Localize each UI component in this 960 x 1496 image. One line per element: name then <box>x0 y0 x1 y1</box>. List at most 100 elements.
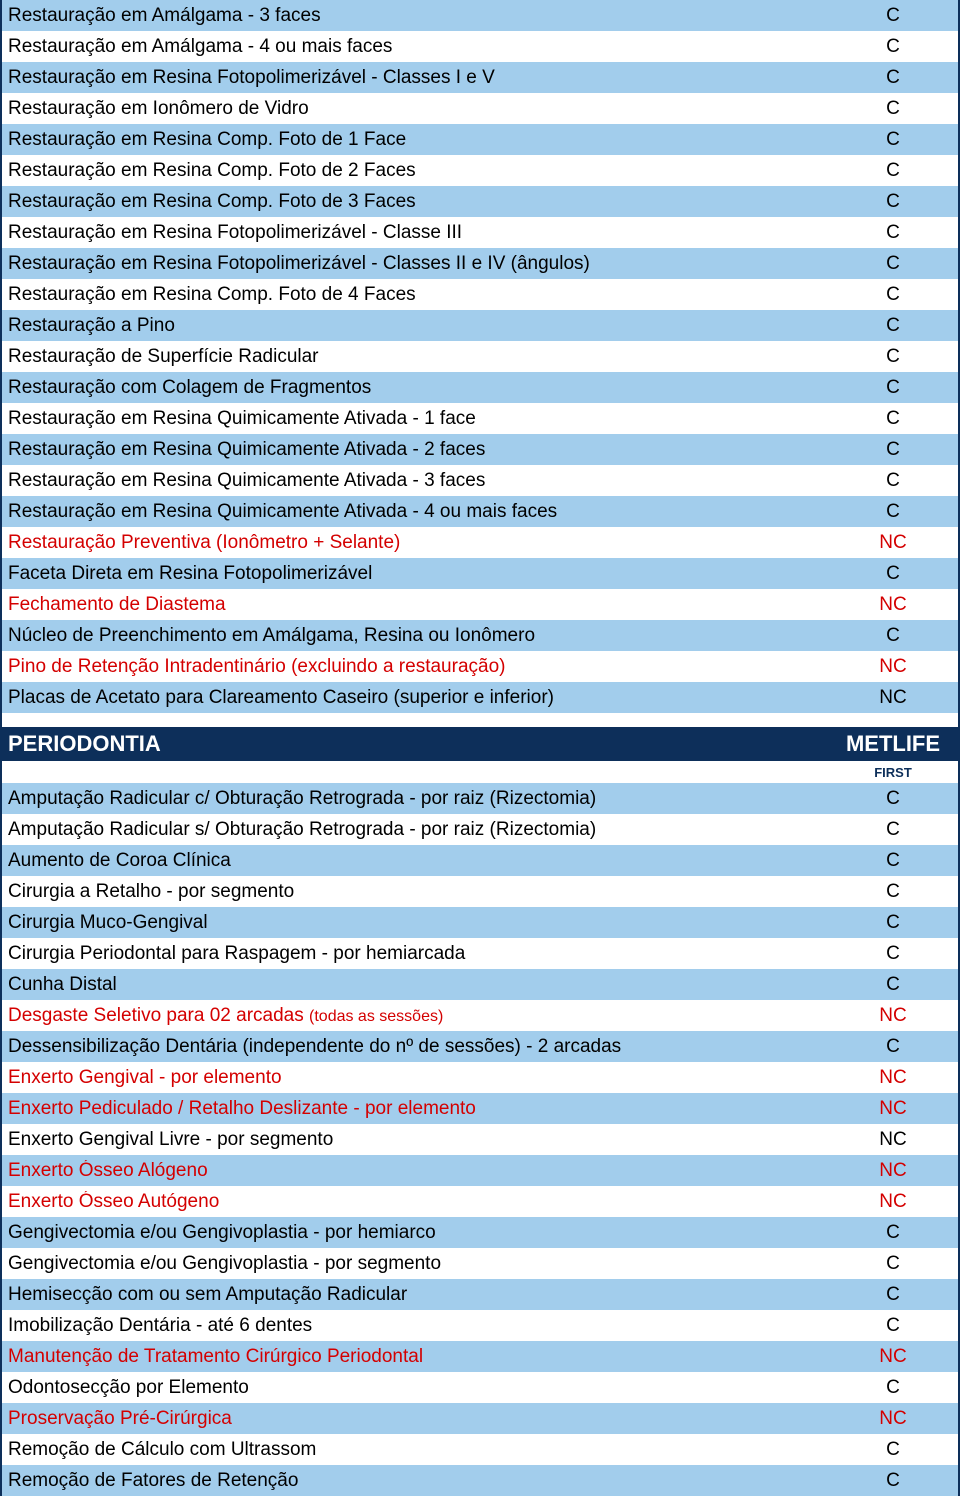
procedure-label: Restauração em Resina Fotopolimerizável … <box>2 67 828 89</box>
table-row: Fechamento de DiastemaNC <box>2 589 958 620</box>
table-row: Amputação Radicular s/ Obturação Retrogr… <box>2 814 958 845</box>
procedure-label: Gengivectomia e/ou Gengivoplastia - por … <box>2 1253 828 1275</box>
table-row: Restauração em Resina Comp. Foto de 3 Fa… <box>2 186 958 217</box>
procedure-label: Gengivectomia e/ou Gengivoplastia - por … <box>2 1222 828 1244</box>
procedure-value: C <box>828 284 958 306</box>
procedure-value: C <box>828 788 958 810</box>
procedure-label: Restauração em Resina Fotopolimerizável … <box>2 253 828 275</box>
procedure-label: Restauração em Resina Quimicamente Ativa… <box>2 501 828 523</box>
procedure-value: C <box>828 67 958 89</box>
table-row: Restauração em Resina Quimicamente Ativa… <box>2 403 958 434</box>
table-row: Proservação Pré-CirúrgicaNC <box>2 1403 958 1434</box>
table-row: Placas de Acetato para Clareamento Casei… <box>2 682 958 713</box>
procedure-value: C <box>828 377 958 399</box>
table-row: Restauração em Resina Comp. Foto de 2 Fa… <box>2 155 958 186</box>
procedure-label: Restauração Preventiva (Ionômetro + Sela… <box>2 532 828 554</box>
procedure-value: C <box>828 315 958 337</box>
procedure-value: NC <box>828 1408 958 1430</box>
procedure-value: C <box>828 1470 958 1492</box>
section-header: PERIODONTIA METLIFE <box>2 727 958 761</box>
table-row: Cunha DistalC <box>2 969 958 1000</box>
table-row: Restauração em Resina Quimicamente Ativa… <box>2 496 958 527</box>
procedure-label: Restauração em Amálgama - 3 faces <box>2 5 828 27</box>
table-row: Restauração em Amálgama - 4 ou mais face… <box>2 31 958 62</box>
procedure-value: C <box>828 819 958 841</box>
table-row: Restauração em Resina Fotopolimerizável … <box>2 217 958 248</box>
procedure-label: Remoção de Fatores de Retenção <box>2 1470 828 1492</box>
procedure-value: C <box>828 5 958 27</box>
procedure-label: Restauração de Superfície Radicular <box>2 346 828 368</box>
table-row: Enxerto Gengival - por elementoNC <box>2 1062 958 1093</box>
table-row: Odontosecção por ElementoC <box>2 1372 958 1403</box>
procedure-label: Restauração em Resina Comp. Foto de 4 Fa… <box>2 284 828 306</box>
procedure-value: NC <box>828 1098 958 1120</box>
procedure-label: Imobilização Dentária - até 6 dentes <box>2 1315 828 1337</box>
procedure-label: Restauração em Amálgama - 4 ou mais face… <box>2 36 828 58</box>
procedure-label: Hemisecção com ou sem Amputação Radicula… <box>2 1284 828 1306</box>
procedure-value: C <box>828 850 958 872</box>
procedure-value: NC <box>828 532 958 554</box>
procedure-value: C <box>828 253 958 275</box>
table-row: Remoção de Fatores de RetençãoC <box>2 1465 958 1496</box>
procedure-value: C <box>828 1439 958 1461</box>
procedure-value: C <box>828 912 958 934</box>
procedure-label: Restauração em Resina Quimicamente Ativa… <box>2 439 828 461</box>
table-row: Enxerto Pediculado / Retalho Deslizante … <box>2 1093 958 1124</box>
table-row: Aumento de Coroa ClínicaC <box>2 845 958 876</box>
table-row: Restauração em Resina Fotopolimerizável … <box>2 62 958 93</box>
procedure-value: C <box>828 160 958 182</box>
procedure-label: Amputação Radicular c/ Obturação Retrogr… <box>2 788 828 810</box>
table-row: Cirurgia a Retalho - por segmentoC <box>2 876 958 907</box>
table-row: Restauração em Resina Quimicamente Ativa… <box>2 434 958 465</box>
procedure-value: C <box>828 1315 958 1337</box>
procedure-value: NC <box>828 1346 958 1368</box>
table-row: Restauração em Resina Comp. Foto de 1 Fa… <box>2 124 958 155</box>
table-row: Cirurgia Periodontal para Raspagem - por… <box>2 938 958 969</box>
procedure-value: NC <box>828 1067 958 1089</box>
section-title: PERIODONTIA <box>2 731 828 757</box>
section-sub-value: FIRST <box>828 765 958 780</box>
table-row: Restauração em Resina Fotopolimerizável … <box>2 248 958 279</box>
table-row: Restauração em Ionômero de VidroC <box>2 93 958 124</box>
procedure-value: C <box>828 98 958 120</box>
table-row: Restauração com Colagem de FragmentosC <box>2 372 958 403</box>
procedure-value: C <box>828 974 958 996</box>
procedure-value: C <box>828 129 958 151</box>
procedure-label: Restauração em Ionômero de Vidro <box>2 98 828 120</box>
procedure-value: C <box>828 881 958 903</box>
procedure-label: Manutenção de Tratamento Cirúrgico Perio… <box>2 1346 828 1368</box>
procedure-label: Pino de Retenção Intradentinário (exclui… <box>2 656 828 678</box>
procedure-value: C <box>828 439 958 461</box>
procedure-value: C <box>828 346 958 368</box>
table-row: Amputação Radicular c/ Obturação Retrogr… <box>2 783 958 814</box>
procedure-label: Remoção de Cálculo com Ultrassom <box>2 1439 828 1461</box>
section-column-header: METLIFE <box>828 731 958 757</box>
procedure-label: Proservação Pré-Cirúrgica <box>2 1408 828 1430</box>
procedure-value: C <box>828 222 958 244</box>
procedure-value: NC <box>828 687 958 709</box>
procedure-value: C <box>828 1253 958 1275</box>
procedure-label: Restauração em Resina Quimicamente Ativa… <box>2 408 828 430</box>
procedure-value: C <box>828 1284 958 1306</box>
table-row: Enxerto Gengival Livre - por segmentoNC <box>2 1124 958 1155</box>
procedure-value: NC <box>828 656 958 678</box>
table-row: Restauração em Resina Comp. Foto de 4 Fa… <box>2 279 958 310</box>
procedures-table: Restauração em Amálgama - 3 facesCRestau… <box>0 0 960 1496</box>
procedure-label: Placas de Acetato para Clareamento Casei… <box>2 687 828 709</box>
procedure-label: Aumento de Coroa Clínica <box>2 850 828 872</box>
procedure-label: Restauração em Resina Quimicamente Ativa… <box>2 470 828 492</box>
table-row: Faceta Direta em Resina Fotopolimerizáve… <box>2 558 958 589</box>
procedure-value: NC <box>828 1129 958 1151</box>
procedure-label: Cunha Distal <box>2 974 828 996</box>
procedure-label: Cirurgia Periodontal para Raspagem - por… <box>2 943 828 965</box>
table-row: Gengivectomia e/ou Gengivoplastia - por … <box>2 1248 958 1279</box>
table-row: Restauração em Amálgama - 3 facesC <box>2 0 958 31</box>
procedure-value: NC <box>828 594 958 616</box>
procedure-label: Enxerto Pediculado / Retalho Deslizante … <box>2 1098 828 1120</box>
table-row: Pino de Retenção Intradentinário (exclui… <box>2 651 958 682</box>
procedure-label: Faceta Direta em Resina Fotopolimerizáve… <box>2 563 828 585</box>
procedure-value: C <box>828 625 958 647</box>
procedure-value: C <box>828 470 958 492</box>
table-row: Restauração Preventiva (Ionômetro + Sela… <box>2 527 958 558</box>
procedure-value: C <box>828 1222 958 1244</box>
